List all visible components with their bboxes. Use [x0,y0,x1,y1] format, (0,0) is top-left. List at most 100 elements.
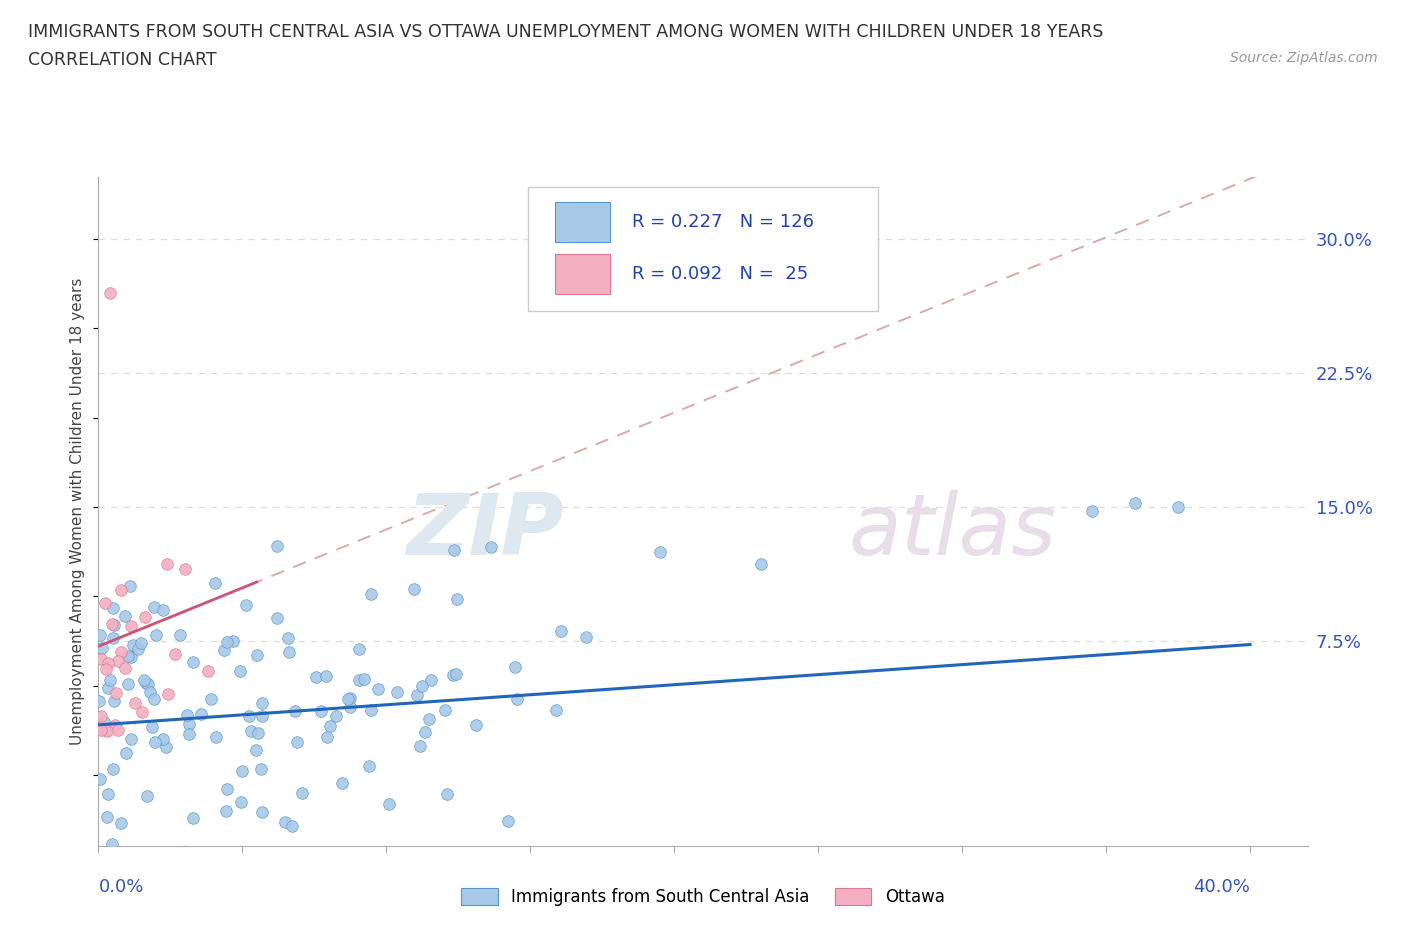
Point [143,599,166,614]
Point [115,746,138,761]
Point [231,794,253,809]
Point [506,692,529,707]
Point [90,723,112,737]
Point [110,816,132,830]
Point [464,718,486,733]
Point [443,542,465,557]
Point [309,703,332,718]
Point [120,732,142,747]
Point [129,635,152,650]
Point [165,646,187,661]
Point [446,591,468,606]
Point [173,562,195,577]
Point [101,631,124,645]
Point [110,644,132,659]
Point [217,634,239,649]
Text: R = 0.227   N = 126: R = 0.227 N = 126 [631,213,814,232]
Text: R = 0.092   N =  25: R = 0.092 N = 25 [631,265,808,283]
Point [89,694,111,709]
Text: 40.0%: 40.0% [1194,879,1250,897]
Point [316,729,339,744]
Point [104,685,127,700]
Point [131,705,153,720]
Point [97,681,120,696]
Point [98,672,121,687]
Point [212,643,235,658]
Point [496,814,519,829]
Point [120,649,142,664]
Point [156,686,179,701]
Point [200,692,222,707]
Point [353,671,375,686]
Point [125,866,148,881]
Point [215,782,238,797]
Point [277,644,299,659]
Point [409,738,432,753]
Point [284,703,307,718]
Point [378,797,401,812]
Point [117,677,139,692]
Legend: Immigrants from South Central Asia, Ottawa: Immigrants from South Central Asia, Otta… [454,881,952,912]
Point [339,700,361,715]
Point [546,703,568,718]
Point [247,725,270,740]
Point [370,869,392,883]
Point [118,578,141,593]
Point [107,723,129,737]
Point [273,815,295,830]
Point [179,717,201,732]
Point [96,810,118,825]
Point [89,628,111,643]
Point [336,692,359,707]
Point [385,684,408,699]
Point [330,776,353,790]
Point [1080,503,1102,518]
Point [124,696,146,711]
Point [238,709,260,724]
Text: atlas: atlas [848,490,1056,573]
Point [117,648,139,663]
Point [176,708,198,723]
Point [94,662,117,677]
Point [357,759,380,774]
Point [405,687,427,702]
Point [94,596,117,611]
Point [114,609,136,624]
Text: ZIP: ZIP [406,490,564,573]
Text: IMMIGRANTS FROM SOUTH CENTRAL ASIA VS OTTAWA UNEMPLOYMENT AMONG WOMEN WITH CHILD: IMMIGRANTS FROM SOUTH CENTRAL ASIA VS OT… [28,23,1104,41]
Point [93,714,115,729]
Point [360,586,382,601]
Point [136,789,159,804]
Point [436,787,458,802]
Point [98,286,121,300]
Text: CORRELATION CHART: CORRELATION CHART [28,51,217,69]
Point [90,709,112,724]
Point [134,610,156,625]
Point [360,702,382,717]
FancyBboxPatch shape [527,187,879,311]
Point [156,556,179,571]
Point [132,672,155,687]
Point [101,617,124,631]
Point [339,691,361,706]
Point [190,707,212,722]
Point [250,804,273,819]
Point [240,724,263,738]
Point [245,742,267,757]
Point [434,703,457,718]
Point [281,819,304,834]
Point [420,672,443,687]
Text: 0.0%: 0.0% [98,879,143,897]
FancyBboxPatch shape [555,254,610,294]
Point [114,660,136,675]
Point [101,601,124,616]
Point [266,538,288,553]
Point [648,544,671,559]
Point [96,724,118,738]
Point [349,673,371,688]
Point [550,624,572,639]
Point [152,603,174,618]
Point [304,670,326,684]
Point [177,726,200,741]
FancyBboxPatch shape [555,202,610,243]
